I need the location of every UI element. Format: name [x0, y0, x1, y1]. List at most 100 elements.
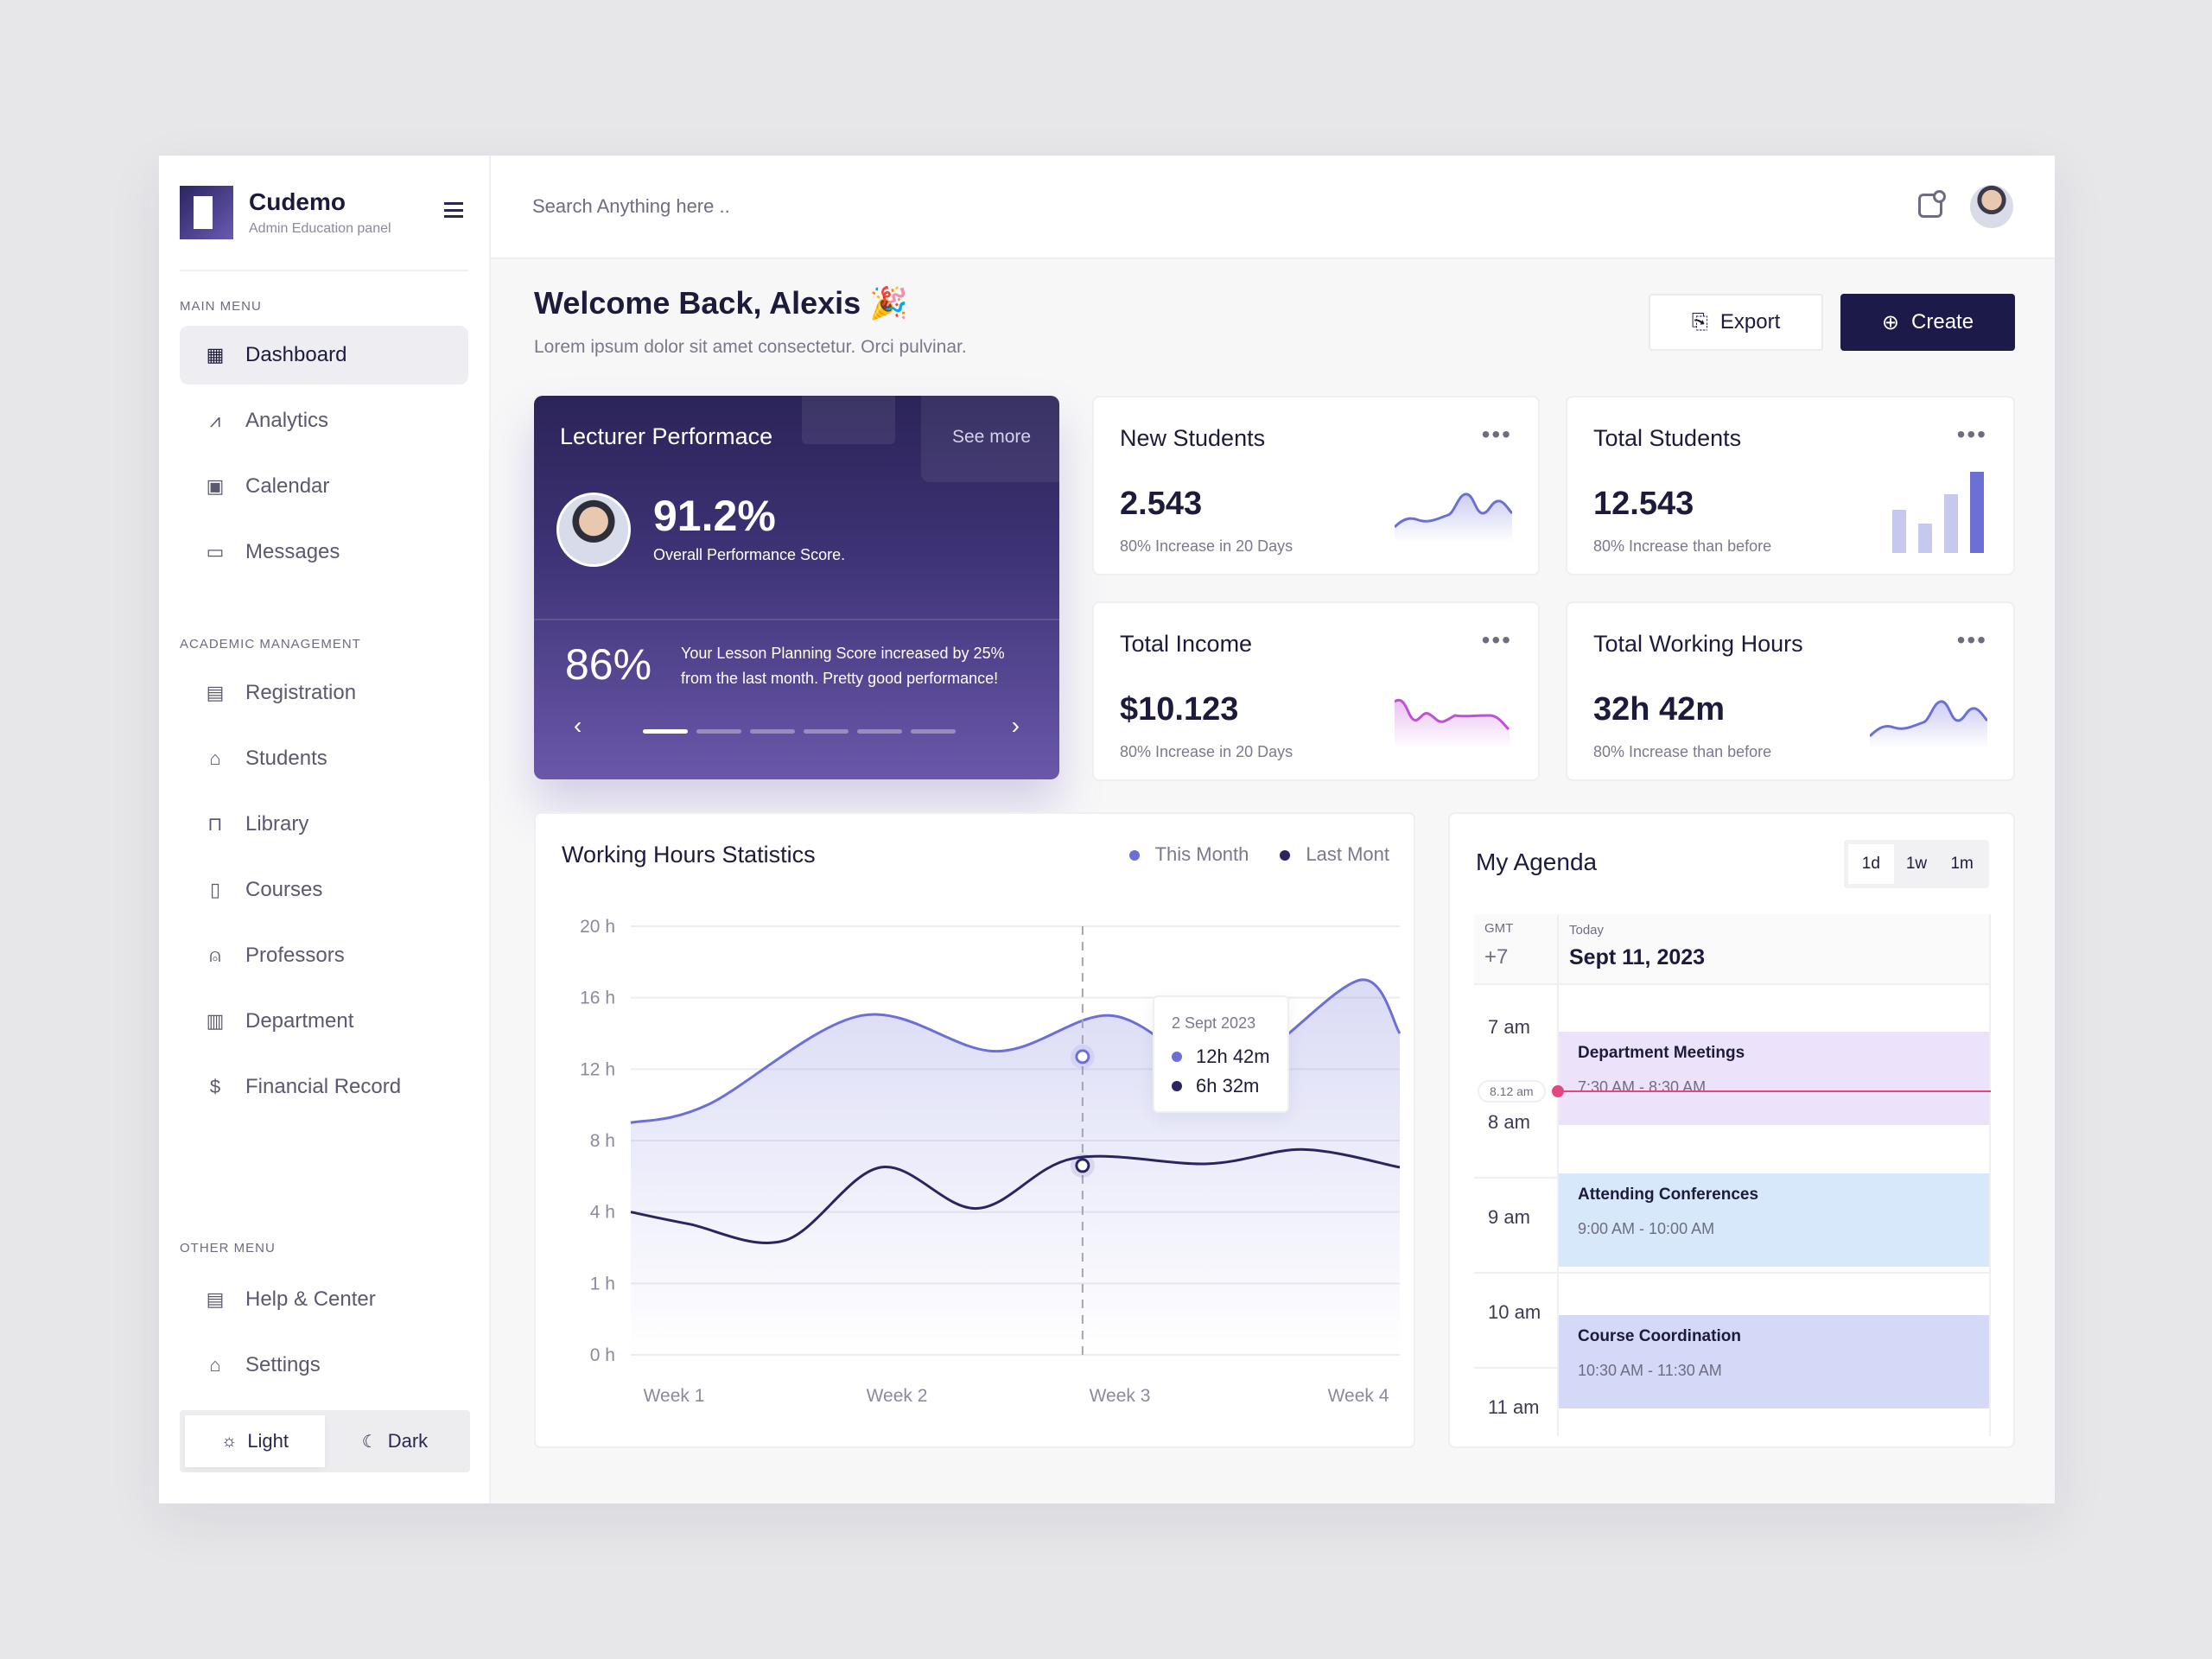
sidebar-item-department[interactable]: ▥ Department [180, 992, 468, 1051]
sidebar-item-messages[interactable]: ▭ Messages [180, 523, 468, 582]
stat-subtitle: 80% Increase than before [1593, 743, 1772, 760]
y-tick-label: 8 h [590, 1131, 615, 1151]
sidebar-item-label: Help & Center [245, 1287, 376, 1311]
carousel-dot[interactable] [911, 729, 956, 734]
agenda-date: Sept 11, 2023 [1569, 945, 1706, 969]
sidebar-item-label: Settings [245, 1353, 321, 1376]
light-mode-button[interactable]: ☼ Light [185, 1415, 325, 1467]
sun-icon: ☼ [220, 1431, 238, 1451]
brand-title: Cudemo [249, 188, 346, 215]
stat-subtitle: 80% Increase in 20 Days [1120, 743, 1294, 760]
brand-subtitle: Admin Education panel [249, 221, 391, 236]
legend-item[interactable]: This Month [1128, 843, 1249, 866]
more-icon[interactable]: ••• [1956, 626, 1987, 653]
plus-circle-icon: ⊕ [1881, 310, 1900, 334]
sidebar-item-professors[interactable]: ⍝ Professors [180, 926, 468, 985]
stat-value: 12.543 [1593, 486, 1694, 522]
sidebar-item-calendar[interactable]: ▣ Calendar [180, 457, 468, 516]
chevron-right-icon[interactable]: › [1011, 712, 1020, 739]
tooltip-this-month: 12h 42m [1196, 1046, 1270, 1067]
welcome-section: Welcome Back, Alexis 🎉 Lorem ipsum dolor… [534, 285, 967, 358]
sidebar-item-students[interactable]: ⌂ Students [180, 729, 468, 788]
app-window: Cudemo Admin Education panel MAIN MENU ▦… [159, 156, 2055, 1503]
agenda-grid: GMT +7 Today Sept 11, 2023 7 am 8 am 9 a… [1474, 914, 1991, 1436]
page-title: Welcome Back, Alexis 🎉 [534, 285, 909, 321]
performance-score: 91.2% [653, 492, 776, 540]
sidebar-item-analytics[interactable]: ⩘ Analytics [180, 391, 468, 450]
lecturer-title: Lecturer Performace [560, 423, 773, 449]
stat-value: 2.543 [1120, 486, 1203, 522]
chevron-left-icon[interactable]: ‹ [574, 712, 582, 739]
stat-value: $10.123 [1120, 691, 1239, 728]
document-icon: ▤ [206, 1288, 225, 1310]
sparkline-chart [1395, 493, 1512, 543]
create-button[interactable]: ⊕ Create [1840, 294, 2015, 351]
carousel-dot[interactable] [696, 729, 741, 734]
building-icon: ▥ [206, 1010, 225, 1032]
range-1m-button[interactable]: 1m [1950, 855, 1974, 873]
search-input[interactable]: Search Anything here .. [532, 195, 730, 217]
stat-subtitle: 80% Increase than before [1593, 537, 1772, 555]
sidebar-item-label: Library [245, 812, 309, 836]
sidebar-item-financial-record[interactable]: $ Financial Record [180, 1058, 468, 1116]
course-icon: ▯ [209, 879, 221, 900]
export-button[interactable]: ⎘ Export [1649, 294, 1823, 351]
hour-label: 9 am [1488, 1206, 1530, 1228]
y-tick-label: 12 h [580, 1059, 615, 1079]
sidebar-item-label: Courses [245, 878, 323, 901]
more-icon[interactable]: ••• [1956, 421, 1987, 448]
current-time-line [1557, 1090, 1991, 1092]
highlight-point [1075, 1158, 1090, 1173]
sidebar-item-help-center[interactable]: ▤ Help & Center [180, 1270, 470, 1329]
graduation-cap-icon: ⌂ [209, 1354, 221, 1376]
x-tick-label: Week 1 [644, 1386, 705, 1406]
agenda-event[interactable]: Course Coordination 10:30 AM - 11:30 AM [1559, 1315, 1989, 1408]
planning-score: 86% [565, 640, 652, 689]
sidebar-item-settings[interactable]: ⌂ Settings [180, 1336, 470, 1395]
sidebar-item-label: Analytics [245, 409, 329, 432]
gmt-value: +7 [1484, 945, 1509, 969]
carousel-dot[interactable] [750, 729, 795, 734]
agenda-event[interactable]: Attending Conferences 9:00 AM - 10:00 AM [1559, 1173, 1989, 1267]
range-1w-button[interactable]: 1w [1905, 855, 1928, 873]
sidebar-item-courses[interactable]: ▯ Courses [180, 861, 468, 919]
theme-switch: ☼ Light ☾ Dark [180, 1410, 470, 1472]
dark-mode-button[interactable]: ☾ Dark [361, 1430, 429, 1452]
stat-card-new-students: New Students ••• 2.543 80% Increase in 2… [1092, 396, 1540, 575]
stat-subtitle: 80% Increase in 20 Days [1120, 537, 1294, 555]
sidebar-item-dashboard[interactable]: ▦ Dashboard [180, 326, 468, 385]
notification-icon[interactable] [1918, 190, 1946, 218]
hour-label: 8 am [1488, 1111, 1530, 1133]
legend-item[interactable]: Last Mont [1280, 843, 1389, 866]
planning-description: Your Lesson Planning Score increased by … [681, 645, 1005, 687]
logo-icon [180, 186, 233, 239]
export-icon: ⎘ [1691, 310, 1708, 334]
other-menu-label: OTHER MENU [180, 1241, 276, 1255]
sidebar-item-library[interactable]: ⊓ Library [180, 795, 468, 854]
see-more-link[interactable]: See more [921, 396, 1059, 482]
lecturer-performance-card: See more Lecturer Performace 91.2% Overa… [534, 396, 1059, 779]
hour-label: 11 am [1488, 1396, 1540, 1418]
stat-title: Total Working Hours [1593, 631, 1803, 657]
more-icon[interactable]: ••• [1481, 626, 1512, 653]
sidebar-item-label: Financial Record [245, 1075, 402, 1098]
carousel-dot[interactable] [643, 729, 688, 734]
hour-label: 10 am [1488, 1301, 1541, 1323]
spark-bar [1944, 494, 1958, 553]
range-1d-button[interactable]: 1d [1848, 844, 1894, 884]
calendar-icon: ▣ [206, 475, 225, 497]
user-icon: ⍝ [209, 944, 221, 966]
y-tick-label: 1 h [590, 1274, 615, 1294]
avatar[interactable] [1970, 185, 2013, 228]
sidebar-item-registration[interactable]: ▤ Registration [180, 664, 468, 722]
carousel-dot[interactable] [804, 729, 849, 734]
highlight-point [1075, 1049, 1090, 1065]
menu-icon[interactable] [444, 202, 463, 218]
message-icon: ▭ [206, 541, 225, 563]
sidebar: Cudemo Admin Education panel MAIN MENU ▦… [159, 156, 491, 1503]
more-icon[interactable]: ••• [1481, 421, 1512, 448]
topbar: Search Anything here .. [491, 156, 2055, 259]
chart-icon: ⩘ [209, 410, 221, 431]
carousel-dot[interactable] [857, 729, 902, 734]
agenda-event[interactable]: Department Meetings 7:30 AM - 8:30 AM [1559, 1032, 1989, 1125]
